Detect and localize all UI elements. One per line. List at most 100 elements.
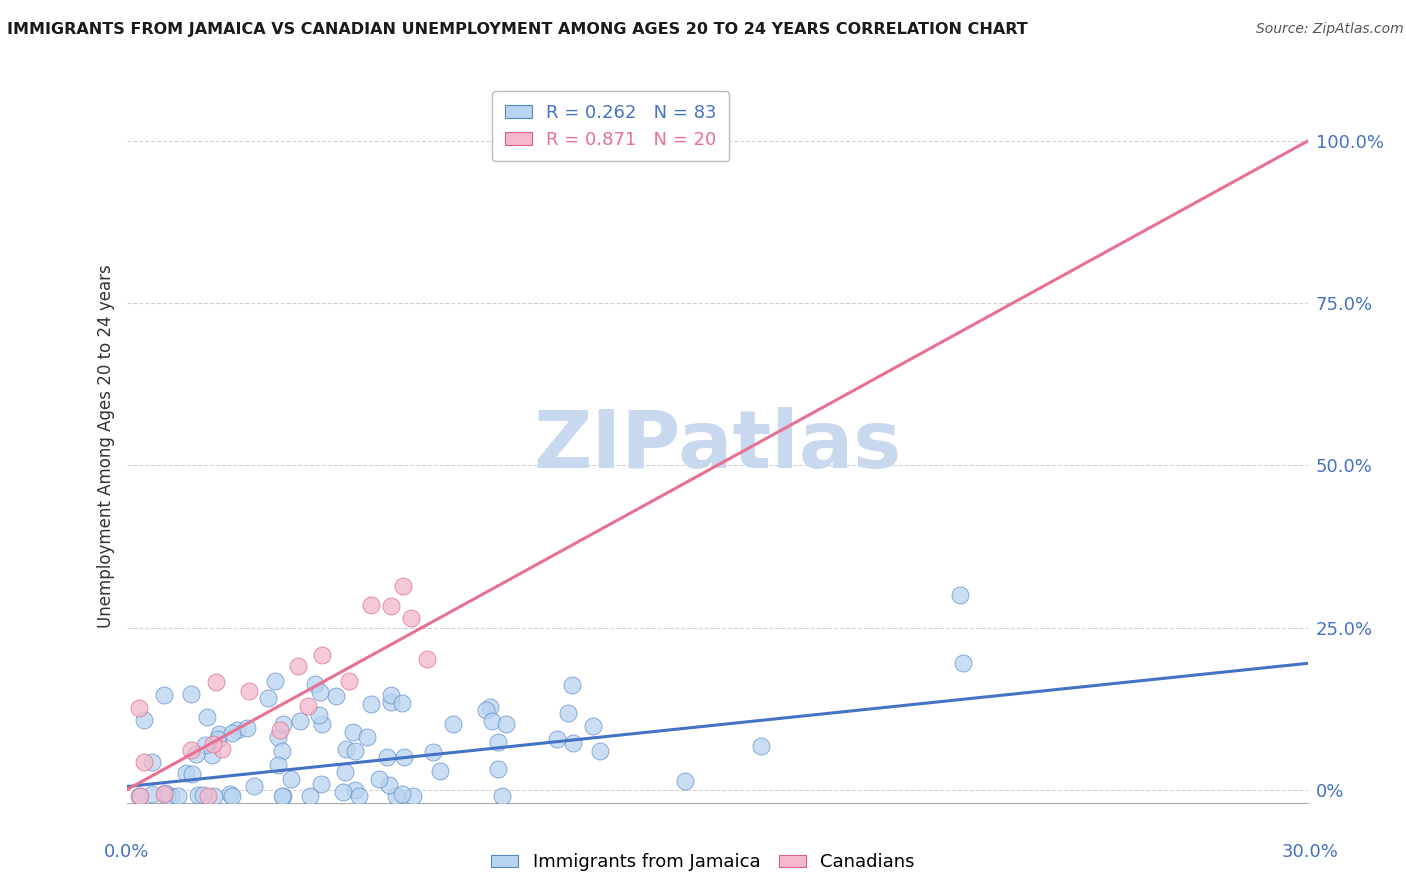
Text: IMMIGRANTS FROM JAMAICA VS CANADIAN UNEMPLOYMENT AMONG AGES 20 TO 24 YEARS CORRE: IMMIGRANTS FROM JAMAICA VS CANADIAN UNEM… (7, 22, 1028, 37)
Point (356, 731, 378, 745)
Point (134, 755, 156, 769)
Y-axis label: Unemployment Among Ages 20 to 24 years: Unemployment Among Ages 20 to 24 years (97, 264, 115, 628)
Point (311, 648, 333, 662)
Point (132, 713, 155, 727)
Point (156, 789, 179, 804)
Point (263, 674, 285, 689)
Point (749, 739, 772, 754)
Point (299, 789, 322, 804)
Point (342, 725, 364, 739)
Point (304, 676, 326, 690)
Point (952, 656, 974, 670)
Point (422, 745, 444, 759)
Point (561, 678, 583, 692)
Point (204, 675, 226, 690)
Point (378, 778, 401, 792)
Point (180, 743, 202, 757)
Point (491, 789, 513, 804)
Point (238, 683, 260, 698)
Point (218, 787, 240, 801)
Point (202, 789, 225, 804)
Point (195, 710, 218, 724)
Point (236, 721, 259, 735)
Point (226, 723, 249, 737)
Point (152, 688, 174, 702)
Point (380, 688, 402, 702)
Point (949, 588, 972, 602)
Point (401, 610, 423, 624)
Point (180, 687, 202, 701)
Point (385, 789, 408, 804)
Point (343, 783, 366, 797)
Point (187, 788, 209, 802)
Point (486, 762, 509, 776)
Point (337, 674, 360, 689)
Point (271, 717, 294, 731)
Point (288, 714, 311, 728)
Point (332, 785, 354, 799)
Point (207, 732, 229, 747)
Point (243, 779, 266, 793)
Point (562, 736, 585, 750)
Text: 0.0%: 0.0% (104, 843, 149, 861)
Point (416, 652, 439, 666)
Point (481, 714, 503, 728)
Point (128, 701, 150, 715)
Legend: R = 0.262   N = 83, R = 0.871   N = 20: R = 0.262 N = 83, R = 0.871 N = 20 (492, 91, 730, 161)
Point (335, 764, 357, 779)
Point (194, 738, 217, 752)
Point (557, 706, 579, 721)
Point (360, 599, 382, 613)
Text: ZIPatlas: ZIPatlas (533, 407, 901, 485)
Point (589, 744, 612, 758)
Point (429, 764, 451, 779)
Point (308, 708, 330, 723)
Point (308, 685, 330, 699)
Point (271, 789, 294, 803)
Point (478, 700, 501, 714)
Point (280, 772, 302, 786)
Point (392, 750, 415, 764)
Point (335, 742, 357, 756)
Point (167, 789, 190, 804)
Point (271, 744, 294, 758)
Point (193, 788, 215, 802)
Legend: Immigrants from Jamaica, Canadians: Immigrants from Jamaica, Canadians (484, 847, 922, 879)
Point (197, 789, 219, 804)
Point (581, 719, 603, 733)
Point (380, 599, 402, 614)
Point (221, 726, 243, 740)
Point (297, 699, 319, 714)
Point (256, 691, 278, 706)
Point (128, 789, 150, 804)
Point (174, 766, 197, 780)
Point (495, 716, 517, 731)
Point (211, 742, 233, 756)
Point (267, 757, 290, 772)
Point (202, 738, 225, 752)
Point (441, 716, 464, 731)
Point (368, 772, 391, 787)
Point (392, 578, 415, 592)
Point (475, 703, 498, 717)
Point (267, 730, 290, 744)
Point (375, 750, 398, 764)
Point (271, 789, 294, 804)
Point (360, 697, 382, 711)
Point (311, 716, 333, 731)
Point (153, 787, 176, 801)
Point (488, 735, 510, 749)
Point (402, 789, 425, 804)
Point (184, 747, 207, 761)
Point (673, 773, 696, 788)
Point (141, 788, 163, 802)
Point (287, 659, 309, 673)
Point (325, 689, 347, 703)
Point (309, 777, 332, 791)
Point (380, 695, 402, 709)
Point (153, 787, 176, 801)
Point (221, 789, 243, 804)
Point (128, 789, 150, 804)
Point (159, 789, 181, 804)
Point (546, 731, 568, 746)
